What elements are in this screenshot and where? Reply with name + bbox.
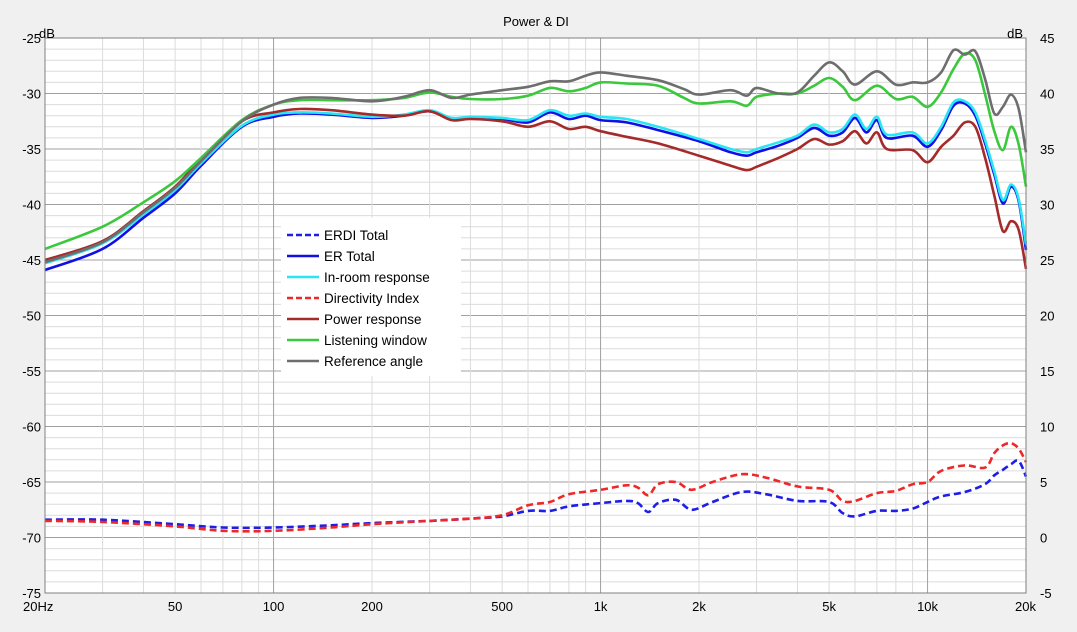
y-left-tick-label: -70 (22, 531, 41, 546)
y-left-tick-label: -75 (22, 586, 41, 601)
y-right-tick-label: 25 (1040, 253, 1054, 268)
x-tick-label: 10k (917, 599, 938, 614)
y-left-tick-label: -60 (22, 420, 41, 435)
x-tick-label: 50 (168, 599, 182, 614)
y-left-tick-label: -50 (22, 309, 41, 324)
y-right-tick-label: 35 (1040, 142, 1054, 157)
legend: ERDI Total ER Total In-room response Direct… (281, 218, 461, 376)
legend-label: In-room response (324, 270, 430, 285)
y-right-tick-label: 30 (1040, 198, 1054, 213)
legend-label: Reference angle (324, 354, 423, 369)
y-left-tick-label: -40 (22, 198, 41, 213)
x-tick-label: 5k (822, 599, 836, 614)
series-line-directivity-index (44, 441, 1028, 533)
series-line-reference-angle (44, 48, 1028, 264)
y-left-tick-label: -35 (22, 142, 41, 157)
y-right-tick-label: 0 (1040, 531, 1047, 546)
axis-ticks: -25-30-35-40-45-50-55-60-65-70-754540353… (22, 31, 1054, 614)
x-tick-label: 200 (361, 599, 383, 614)
x-tick-label: 500 (491, 599, 513, 614)
y-left-tick-label: -65 (22, 475, 41, 490)
x-tick-label: 20Hz (23, 599, 53, 614)
y-right-tick-label: -5 (1040, 586, 1052, 601)
chart-title: Power & DI (503, 14, 569, 29)
legend-label: Directivity Index (324, 291, 420, 306)
series-line-erdi-total (44, 459, 1028, 530)
legend-label: Listening window (324, 333, 427, 348)
left-axis-unit: dB (39, 26, 55, 41)
x-tick-label: 2k (692, 599, 706, 614)
plot-border (44, 37, 1027, 594)
y-right-tick-label: 20 (1040, 309, 1054, 324)
y-right-tick-label: 15 (1040, 364, 1054, 379)
series-line-listening-window (44, 51, 1028, 251)
legend-label: ER Total (324, 249, 375, 264)
x-tick-label: 20k (1015, 599, 1036, 614)
y-left-tick-label: -45 (22, 253, 41, 268)
right-axis-unit: dB (1007, 26, 1023, 41)
y-right-tick-label: 45 (1040, 31, 1054, 46)
y-left-tick-label: -55 (22, 364, 41, 379)
legend-label: ERDI Total (324, 228, 388, 243)
y-right-tick-label: 10 (1040, 420, 1054, 435)
y-left-tick-label: -25 (22, 31, 41, 46)
y-right-tick-label: 40 (1040, 87, 1054, 102)
x-tick-label: 100 (263, 599, 285, 614)
y-left-tick-label: -30 (22, 87, 41, 102)
series-line-power-response (44, 107, 1028, 270)
x-tick-label: 1k (594, 599, 608, 614)
series-line-in-room-response (44, 98, 1028, 265)
legend-label: Power response (324, 312, 422, 327)
series-layer (44, 48, 1028, 533)
y-right-tick-label: 5 (1040, 475, 1047, 490)
